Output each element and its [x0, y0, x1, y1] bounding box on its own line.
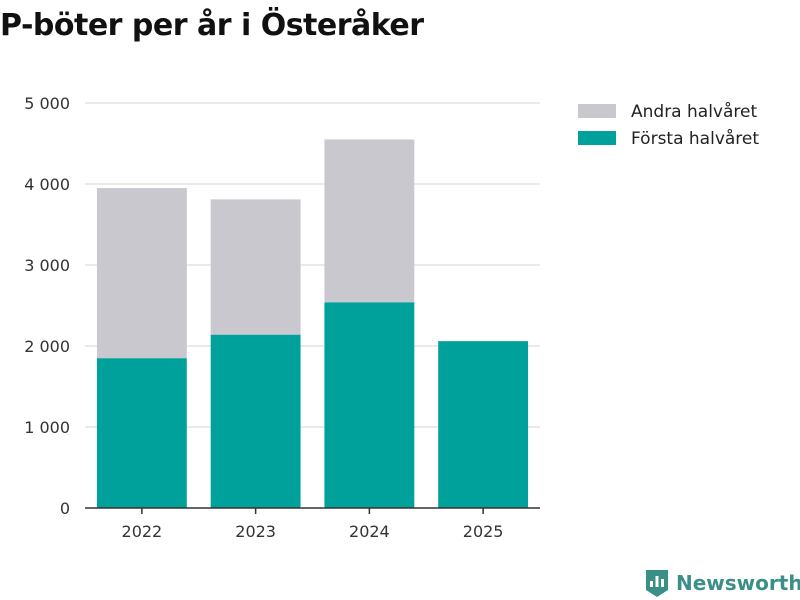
bar-2023-första-halvåret — [210, 334, 301, 508]
chart-title: P-böter per år i Österåker — [0, 8, 424, 43]
y-tick-label: 4 000 — [24, 175, 70, 194]
y-tick-label: 5 000 — [24, 94, 70, 113]
y-tick-label: 0 — [60, 499, 70, 518]
x-tick-label: 2025 — [463, 522, 504, 541]
y-tick-label: 2 000 — [24, 337, 70, 356]
bars — [96, 139, 529, 508]
bar-2024-andra-halvåret — [324, 139, 415, 303]
y-tick-label: 3 000 — [24, 256, 70, 275]
x-tick-label: 2024 — [349, 522, 390, 541]
bar-2025-första-halvåret — [438, 341, 529, 508]
legend-swatch — [578, 104, 616, 118]
bar-chart-badge-icon — [646, 570, 668, 597]
legend-label: Andra halvåret — [631, 101, 757, 122]
y-axis-ticks: 0 1 000 2 000 3 000 4 000 5 000 — [24, 94, 70, 518]
logo-text: Newsworthy — [676, 571, 800, 595]
legend-swatch — [578, 131, 616, 145]
x-tick-label: 2023 — [235, 522, 276, 541]
bar-2024-första-halvåret — [324, 302, 415, 508]
x-axis-ticks: 2022 2023 2024 2025 — [122, 508, 504, 541]
y-tick-label: 1 000 — [24, 418, 70, 437]
newsworthy-logo: Newsworthy — [644, 566, 800, 600]
legend-label: Första halvåret — [631, 128, 759, 149]
bar-2022-första-halvåret — [96, 358, 187, 508]
bar-2023-andra-halvåret — [210, 199, 301, 335]
x-tick-label: 2022 — [122, 522, 163, 541]
legend: Andra halvåret Första halvåret — [578, 101, 759, 149]
bar-2022-andra-halvåret — [96, 188, 187, 359]
